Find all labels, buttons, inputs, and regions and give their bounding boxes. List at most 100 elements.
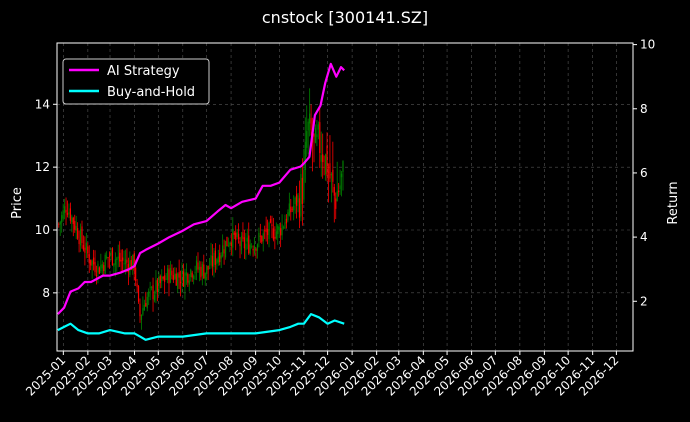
candle-body [126,259,128,263]
right-tick-label: 4 [640,230,648,244]
legend-label-ai-strategy: AI Strategy [107,64,180,79]
candle-body [149,286,151,288]
candle-body [226,236,228,247]
candle-body [108,255,111,257]
candle-body [309,113,311,124]
candle-body [288,203,290,216]
candle-body [255,248,257,251]
candle-body [114,259,116,265]
candle-body [332,169,334,182]
candle-body [236,232,238,237]
candle-body [323,166,325,168]
candle-body [78,239,80,244]
candle-body [110,251,112,256]
candle-body [156,279,158,292]
candle-body [316,134,318,138]
price-candles [58,88,344,330]
candle-body [227,245,230,247]
candle-body [265,228,267,233]
right-tick-label: 8 [640,102,648,116]
candle-body [235,232,237,241]
candle-body [98,267,100,274]
candle-body [258,232,260,241]
candle-body [326,145,328,176]
candle-body [259,235,261,237]
candle-body [342,161,344,172]
candle-body [319,122,321,154]
candle-body [87,246,89,254]
right-tick-label: 10 [640,38,655,52]
candle-body [240,236,243,251]
candle-body [306,131,308,148]
candle-body [262,233,264,242]
candle-body [256,244,259,251]
candle-body [222,245,224,257]
candle-body [177,273,179,289]
candle-body [137,286,140,302]
candle-body [303,170,305,200]
candle-body [75,225,77,231]
candle-body [63,206,66,213]
candle-body [166,268,169,280]
candle-body [229,242,231,246]
candle-body [213,252,215,268]
candle-body [174,273,176,279]
candle-body [62,210,64,219]
left-tick-label: 12 [35,160,50,174]
candle-body [330,173,332,176]
candle-body [340,173,343,178]
candle-body [191,272,193,278]
candle-body [208,267,211,269]
candle-body [184,272,186,288]
candle-body [71,216,73,223]
chart-title: cnstock [300141.SZ] [262,8,428,27]
left-axis-label: Price [10,187,25,219]
candle-body [111,248,114,266]
candle-body [274,236,276,239]
candle-body [168,269,170,284]
candle-body [155,280,157,294]
candle-body [136,283,138,287]
candle-body [187,274,189,283]
candle-body [150,287,153,288]
candle-body [91,260,93,266]
candle-body [335,198,337,209]
candle-body [123,263,125,265]
candle-body [197,262,199,270]
candle-body [107,257,109,258]
candle-body [185,272,187,276]
candle-body [310,118,312,131]
candle-body [178,272,180,278]
candle-body [152,285,154,300]
candle-body [143,304,145,311]
candle-body [120,259,122,262]
candle-body [249,244,251,254]
candle-body [121,257,124,261]
candle-body [287,212,289,221]
candle-body [214,250,216,265]
candle-body [327,171,330,173]
candle-body [207,265,209,270]
candle-body [317,124,319,130]
candle-body [290,206,292,213]
candle-body [190,269,192,277]
candle-body [188,280,190,285]
candle-body [90,259,92,266]
candle-body [294,197,296,205]
candle-body [179,281,182,284]
candle-body [293,205,295,211]
candle-body [103,265,105,272]
candle-body [172,275,174,281]
candle-body [242,232,244,239]
candle-body [130,260,132,270]
candle-body [140,314,143,321]
candle-body [339,185,341,190]
candle-body [175,273,177,286]
right-tick-label: 6 [640,166,648,180]
candle-body [88,254,90,264]
candle-body [300,174,302,217]
candle-body [324,154,327,175]
candle-body [268,222,270,239]
candle-body [68,212,70,215]
